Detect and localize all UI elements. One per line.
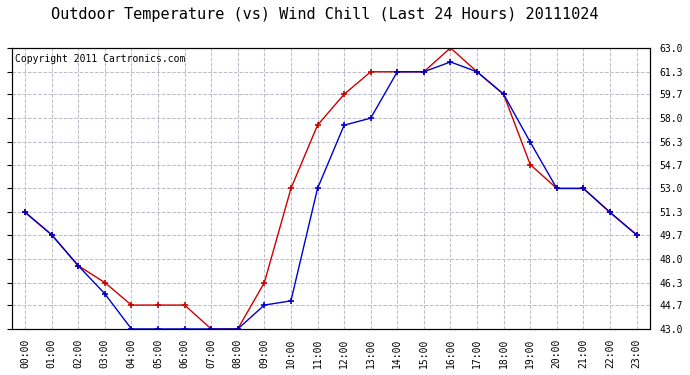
Text: Outdoor Temperature (vs) Wind Chill (Last 24 Hours) 20111024: Outdoor Temperature (vs) Wind Chill (Las… bbox=[50, 8, 598, 22]
Text: Copyright 2011 Cartronics.com: Copyright 2011 Cartronics.com bbox=[15, 54, 186, 63]
